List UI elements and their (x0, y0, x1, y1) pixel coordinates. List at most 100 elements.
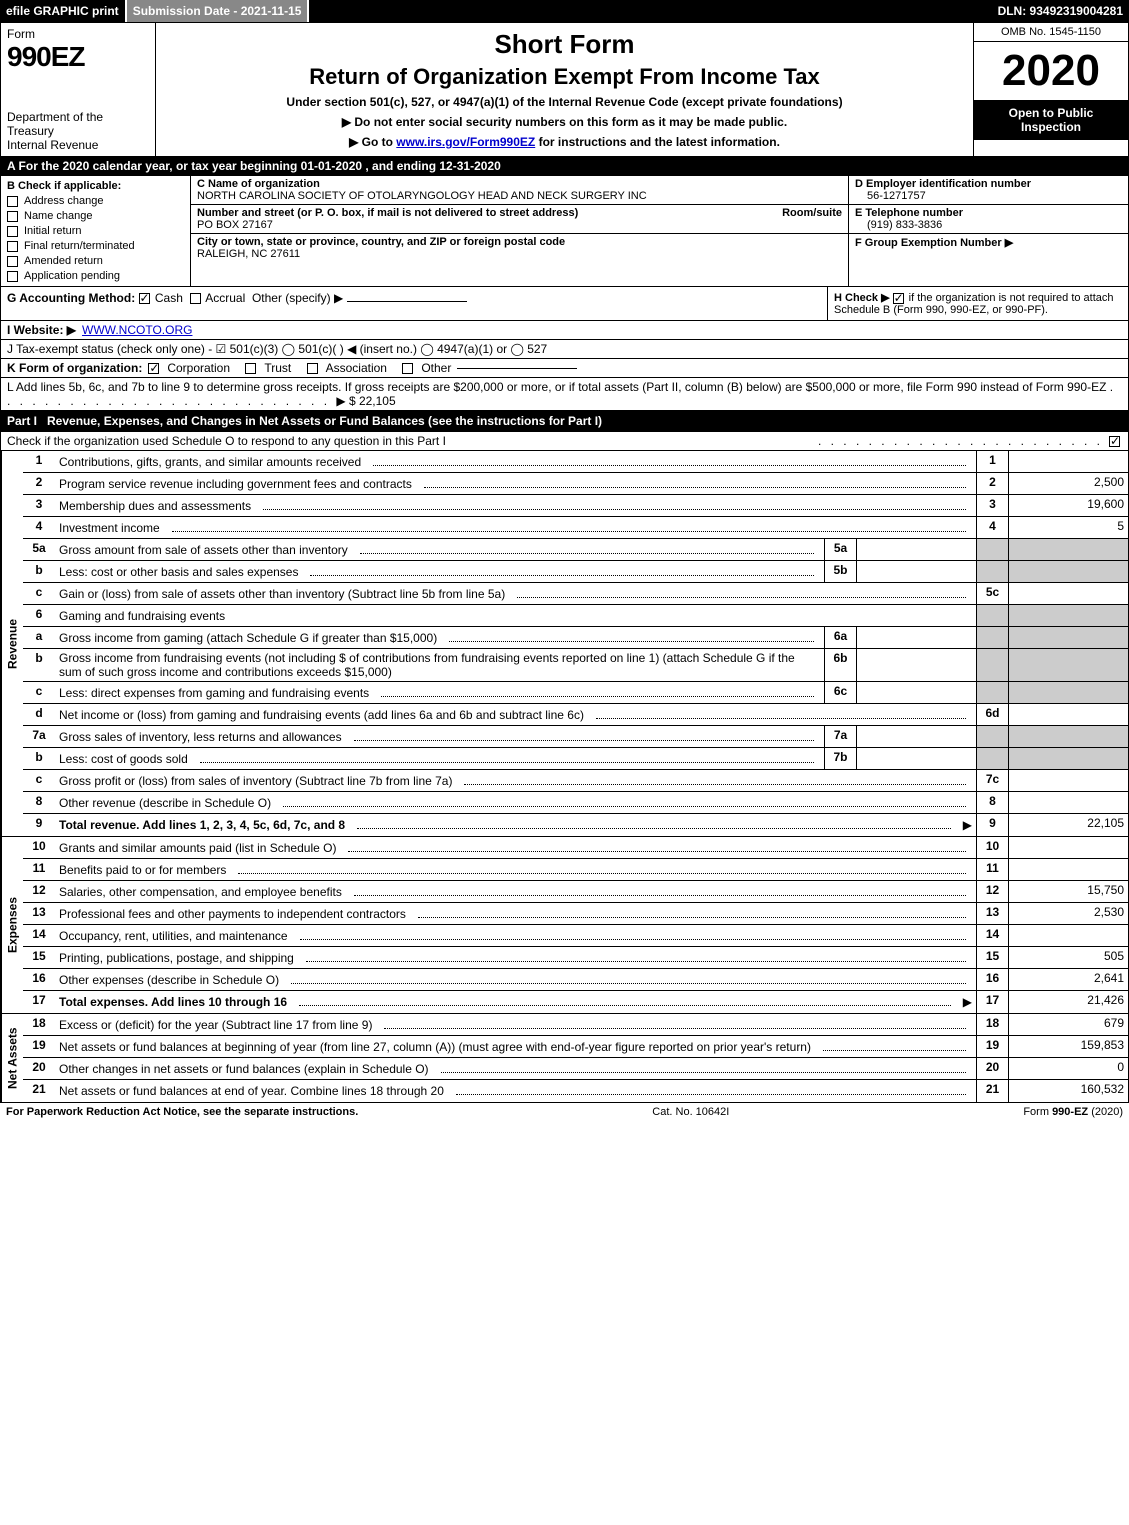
line-i: I Website: ▶ WWW.NCOTO.ORG (0, 321, 1129, 340)
chk-other[interactable] (402, 363, 413, 374)
amount (1008, 770, 1128, 791)
goto-link-line: ▶ Go to www.irs.gov/Form990EZ for instru… (349, 135, 780, 149)
line-description: Gross income from fundraising events (no… (55, 649, 824, 681)
result-line-no: 17 (976, 991, 1008, 1013)
website-label: I Website: ▶ (7, 323, 76, 337)
line-description: Total revenue. Add lines 1, 2, 3, 4, 5c,… (55, 814, 976, 836)
line-number: 12 (23, 881, 55, 902)
table-row: cLess: direct expenses from gaming and f… (23, 682, 1128, 704)
grey-cell (976, 561, 1008, 582)
footer-left: For Paperwork Reduction Act Notice, see … (6, 1106, 358, 1118)
result-line-no: 12 (976, 881, 1008, 902)
row-gh: G Accounting Method: Cash Accrual Other … (0, 287, 1129, 321)
addr-label: Number and street (or P. O. box, if mail… (197, 207, 578, 219)
table-row: bLess: cost or other basis and sales exp… (23, 561, 1128, 583)
ein-value: 56-1271757 (855, 190, 1122, 202)
table-row: 6Gaming and fundraising events (23, 605, 1128, 627)
irs-link[interactable]: www.irs.gov/Form990EZ (396, 135, 535, 149)
sub-line-no: 7a (824, 726, 856, 747)
result-line-no: 2 (976, 473, 1008, 494)
amount: 22,105 (1008, 814, 1128, 836)
table-row: 2Program service revenue including gover… (23, 473, 1128, 495)
chk-initial-return[interactable]: Initial return (7, 225, 184, 237)
line-description: Contributions, gifts, grants, and simila… (55, 451, 976, 472)
submission-date: Submission Date - 2021-11-15 (127, 0, 310, 22)
revenue-table: Revenue 1Contributions, gifts, grants, a… (0, 451, 1129, 837)
line-h: H Check ▶ if the organization is not req… (828, 287, 1128, 320)
table-row: aGross income from gaming (attach Schedu… (23, 627, 1128, 649)
line-k-pre: K Form of organization: (7, 361, 142, 375)
chk-final-return[interactable]: Final return/terminated (7, 240, 184, 252)
chk-application-pending[interactable]: Application pending (7, 270, 184, 282)
amount: 15,750 (1008, 881, 1128, 902)
dept-treasury: Department of the Treasury (7, 110, 149, 138)
form-header: Form 990EZ Department of the Treasury In… (0, 22, 1129, 157)
footer-cat: Cat. No. 10642I (652, 1106, 729, 1118)
top-bar: efile GRAPHIC print Submission Date - 20… (0, 0, 1129, 22)
line-l: L Add lines 5b, 6c, and 7b to line 9 to … (0, 378, 1129, 411)
website-link[interactable]: WWW.NCOTO.ORG (82, 323, 192, 337)
amount: 21,426 (1008, 991, 1128, 1013)
tax-year: 2020 (974, 42, 1128, 100)
ein-label: D Employer identification number (855, 178, 1122, 190)
chk-schedule-o[interactable] (1109, 436, 1120, 447)
grey-cell (976, 748, 1008, 769)
org-info-block: B Check if applicable: Address change Na… (0, 176, 1129, 287)
result-line-no: 8 (976, 792, 1008, 813)
line-description: Investment income (55, 517, 976, 538)
result-line-no: 13 (976, 903, 1008, 924)
amount (1008, 451, 1128, 472)
chk-accrual[interactable] (190, 293, 201, 304)
chk-corporation[interactable] (148, 363, 159, 374)
sub-amount (856, 627, 976, 648)
amount (1008, 837, 1128, 858)
line-number: a (23, 627, 55, 648)
chk-cash[interactable] (139, 293, 150, 304)
amount (1008, 792, 1128, 813)
col-c-org: C Name of organization NORTH CAROLINA SO… (191, 176, 848, 286)
chk-trust[interactable] (245, 363, 256, 374)
col-b-checkboxes: B Check if applicable: Address change Na… (1, 176, 191, 286)
line-number: 11 (23, 859, 55, 880)
amount: 679 (1008, 1014, 1128, 1035)
chk-schedule-b[interactable] (893, 293, 904, 304)
line-number: 14 (23, 925, 55, 946)
chk-address-change[interactable]: Address change (7, 195, 184, 207)
table-row: 10Grants and similar amounts paid (list … (23, 837, 1128, 859)
sub-amount (856, 649, 976, 681)
line-description: Other revenue (describe in Schedule O) (55, 792, 976, 813)
grey-cell (1008, 682, 1128, 703)
org-city: RALEIGH, NC 27611 (197, 248, 842, 260)
sub-amount (856, 748, 976, 769)
chk-association[interactable] (307, 363, 318, 374)
line-description: Net assets or fund balances at end of ye… (55, 1080, 976, 1102)
line-description: Gaming and fundraising events (55, 605, 976, 626)
line-description: Gross income from gaming (attach Schedul… (55, 627, 824, 648)
table-row: 15Printing, publications, postage, and s… (23, 947, 1128, 969)
line-description: Less: direct expenses from gaming and fu… (55, 682, 824, 703)
table-row: cGross profit or (loss) from sales of in… (23, 770, 1128, 792)
chk-label: Final return/terminated (24, 240, 135, 252)
chk-amended-return[interactable]: Amended return (7, 255, 184, 267)
ssn-warning: ▶ Do not enter social security numbers o… (342, 115, 787, 129)
amount: 0 (1008, 1058, 1128, 1079)
line-description: Gross profit or (loss) from sales of inv… (55, 770, 976, 791)
result-line-no: 4 (976, 517, 1008, 538)
line-number: 6 (23, 605, 55, 626)
sub-amount (856, 561, 976, 582)
amount: 5 (1008, 517, 1128, 538)
grey-cell (1008, 539, 1128, 560)
omb-number: OMB No. 1545-1150 (974, 23, 1128, 42)
footer-form: 990-EZ (1052, 1106, 1088, 1118)
line-number: 20 (23, 1058, 55, 1079)
amount (1008, 925, 1128, 946)
sub-amount (856, 539, 976, 560)
part-i-tag: Part I (7, 414, 37, 428)
table-row: 14Occupancy, rent, utilities, and mainte… (23, 925, 1128, 947)
table-row: 4Investment income45 (23, 517, 1128, 539)
amount: 2,500 (1008, 473, 1128, 494)
chk-name-change[interactable]: Name change (7, 210, 184, 222)
sub-line-no: 7b (824, 748, 856, 769)
chk-label: Name change (24, 210, 93, 222)
part-i-check-line: Check if the organization used Schedule … (0, 432, 1129, 451)
